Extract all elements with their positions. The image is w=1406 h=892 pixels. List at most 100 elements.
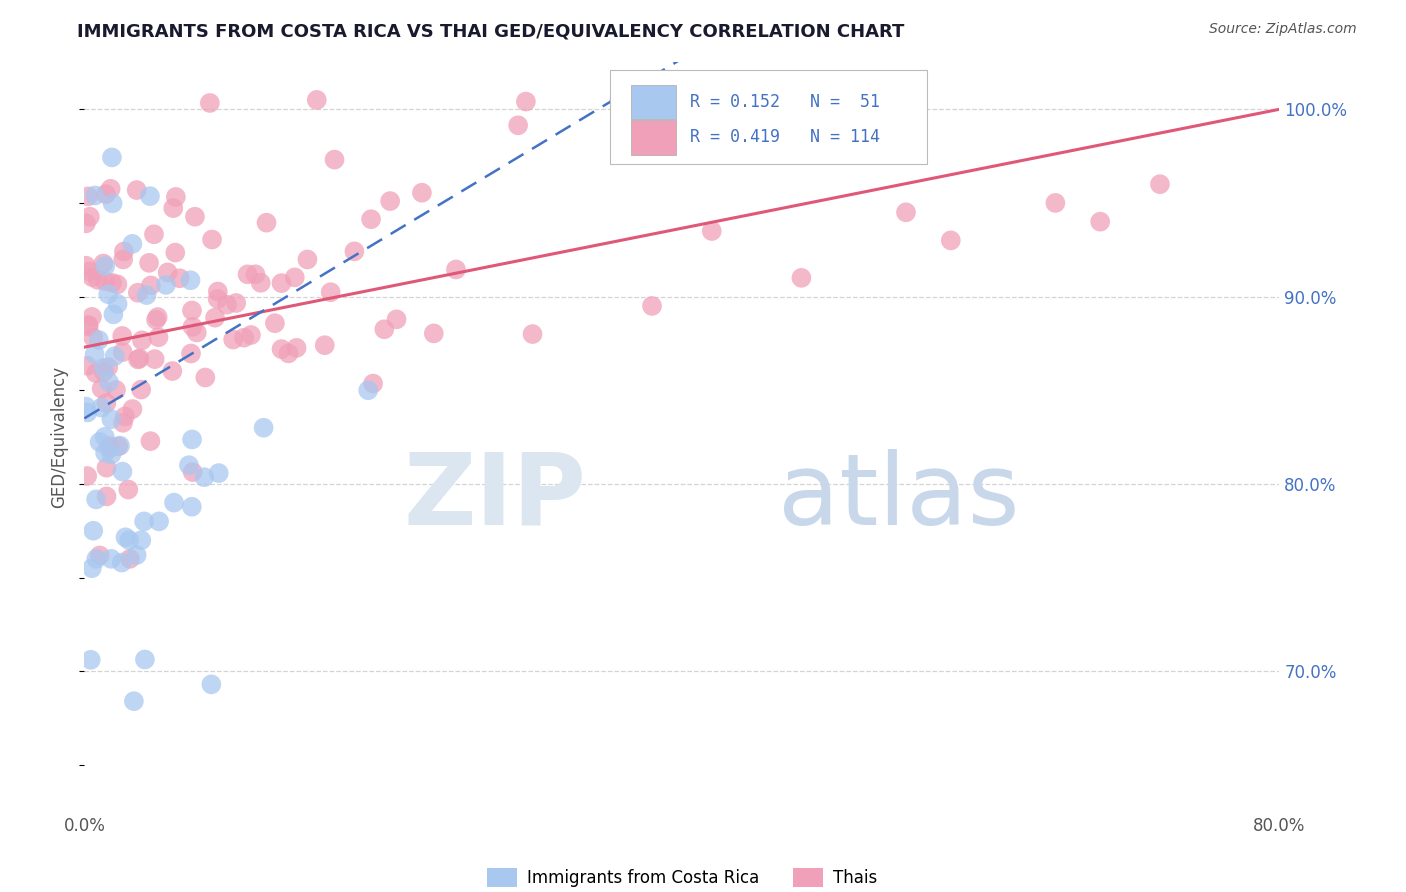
Point — [127, 285, 149, 300]
Y-axis label: GED/Equivalency: GED/Equivalency — [51, 366, 69, 508]
Point — [411, 186, 433, 200]
Point — [94, 187, 117, 202]
Point — [112, 252, 135, 267]
Point — [111, 556, 134, 570]
Point — [181, 303, 204, 318]
Point — [165, 245, 187, 260]
Point — [181, 319, 204, 334]
Point — [80, 653, 103, 667]
Point — [1045, 195, 1067, 210]
Point — [111, 465, 134, 479]
Point — [207, 292, 229, 306]
Point — [177, 458, 200, 472]
Point — [114, 530, 136, 544]
Point — [297, 252, 319, 267]
Point — [155, 277, 177, 292]
Point — [108, 439, 131, 453]
Point — [378, 194, 401, 208]
Point — [100, 447, 122, 461]
Point — [101, 196, 124, 211]
Point — [94, 430, 117, 444]
Point — [114, 409, 136, 424]
Point — [77, 319, 100, 334]
Point — [117, 483, 139, 497]
Point — [240, 328, 263, 343]
Point — [131, 334, 153, 348]
Point — [103, 307, 125, 321]
Point — [215, 298, 238, 312]
Point — [233, 331, 256, 345]
Point — [162, 364, 184, 378]
Point — [284, 270, 307, 285]
Point — [264, 316, 287, 330]
Text: R = 0.152   N =  51: R = 0.152 N = 51 — [690, 93, 880, 112]
Point — [184, 210, 207, 224]
Point — [222, 333, 245, 347]
Point — [94, 446, 117, 460]
Point — [107, 297, 129, 311]
Point — [93, 256, 115, 270]
Point — [139, 278, 162, 293]
Point — [373, 322, 395, 336]
Point — [319, 285, 342, 300]
Point — [96, 490, 118, 504]
Point — [96, 460, 118, 475]
Point — [790, 270, 813, 285]
Point — [249, 276, 271, 290]
Point — [323, 153, 346, 167]
Point — [305, 93, 328, 107]
Point — [75, 400, 97, 414]
Point — [1090, 214, 1112, 228]
Point — [385, 312, 408, 326]
Point — [107, 439, 129, 453]
Point — [444, 262, 467, 277]
Point — [94, 274, 117, 288]
Point — [86, 551, 108, 566]
Point — [609, 93, 631, 107]
Point — [508, 118, 530, 132]
Point — [200, 677, 222, 691]
Point — [83, 347, 105, 361]
Point — [198, 95, 221, 110]
Point — [87, 273, 110, 287]
Point — [89, 549, 111, 563]
Point — [76, 469, 98, 483]
Point — [180, 346, 202, 360]
Point — [77, 264, 100, 278]
Point — [122, 694, 145, 708]
Point — [75, 259, 97, 273]
Point — [208, 466, 231, 480]
Point — [82, 330, 104, 344]
Point — [357, 383, 380, 397]
Point — [423, 326, 446, 341]
Point — [204, 310, 226, 325]
Point — [127, 352, 149, 367]
Point — [76, 405, 98, 419]
Point — [90, 401, 112, 415]
Point — [93, 365, 115, 379]
Point — [253, 420, 276, 434]
Point — [207, 285, 229, 299]
Point — [111, 329, 134, 343]
Point — [135, 288, 157, 302]
Point — [132, 514, 156, 528]
Point — [148, 514, 170, 528]
Point — [129, 533, 152, 548]
Point — [343, 244, 366, 259]
Point — [139, 189, 162, 203]
Point — [129, 383, 152, 397]
Point — [277, 346, 299, 360]
Point — [201, 233, 224, 247]
Point — [118, 551, 141, 566]
Point — [77, 189, 100, 203]
Point — [659, 125, 682, 139]
Point — [522, 326, 544, 341]
Point — [112, 244, 135, 259]
Point — [82, 270, 104, 285]
Point — [100, 551, 122, 566]
Point — [143, 352, 166, 367]
Point — [186, 326, 208, 340]
Text: ZIP: ZIP — [404, 449, 586, 546]
Point — [76, 359, 98, 373]
Point — [165, 190, 187, 204]
